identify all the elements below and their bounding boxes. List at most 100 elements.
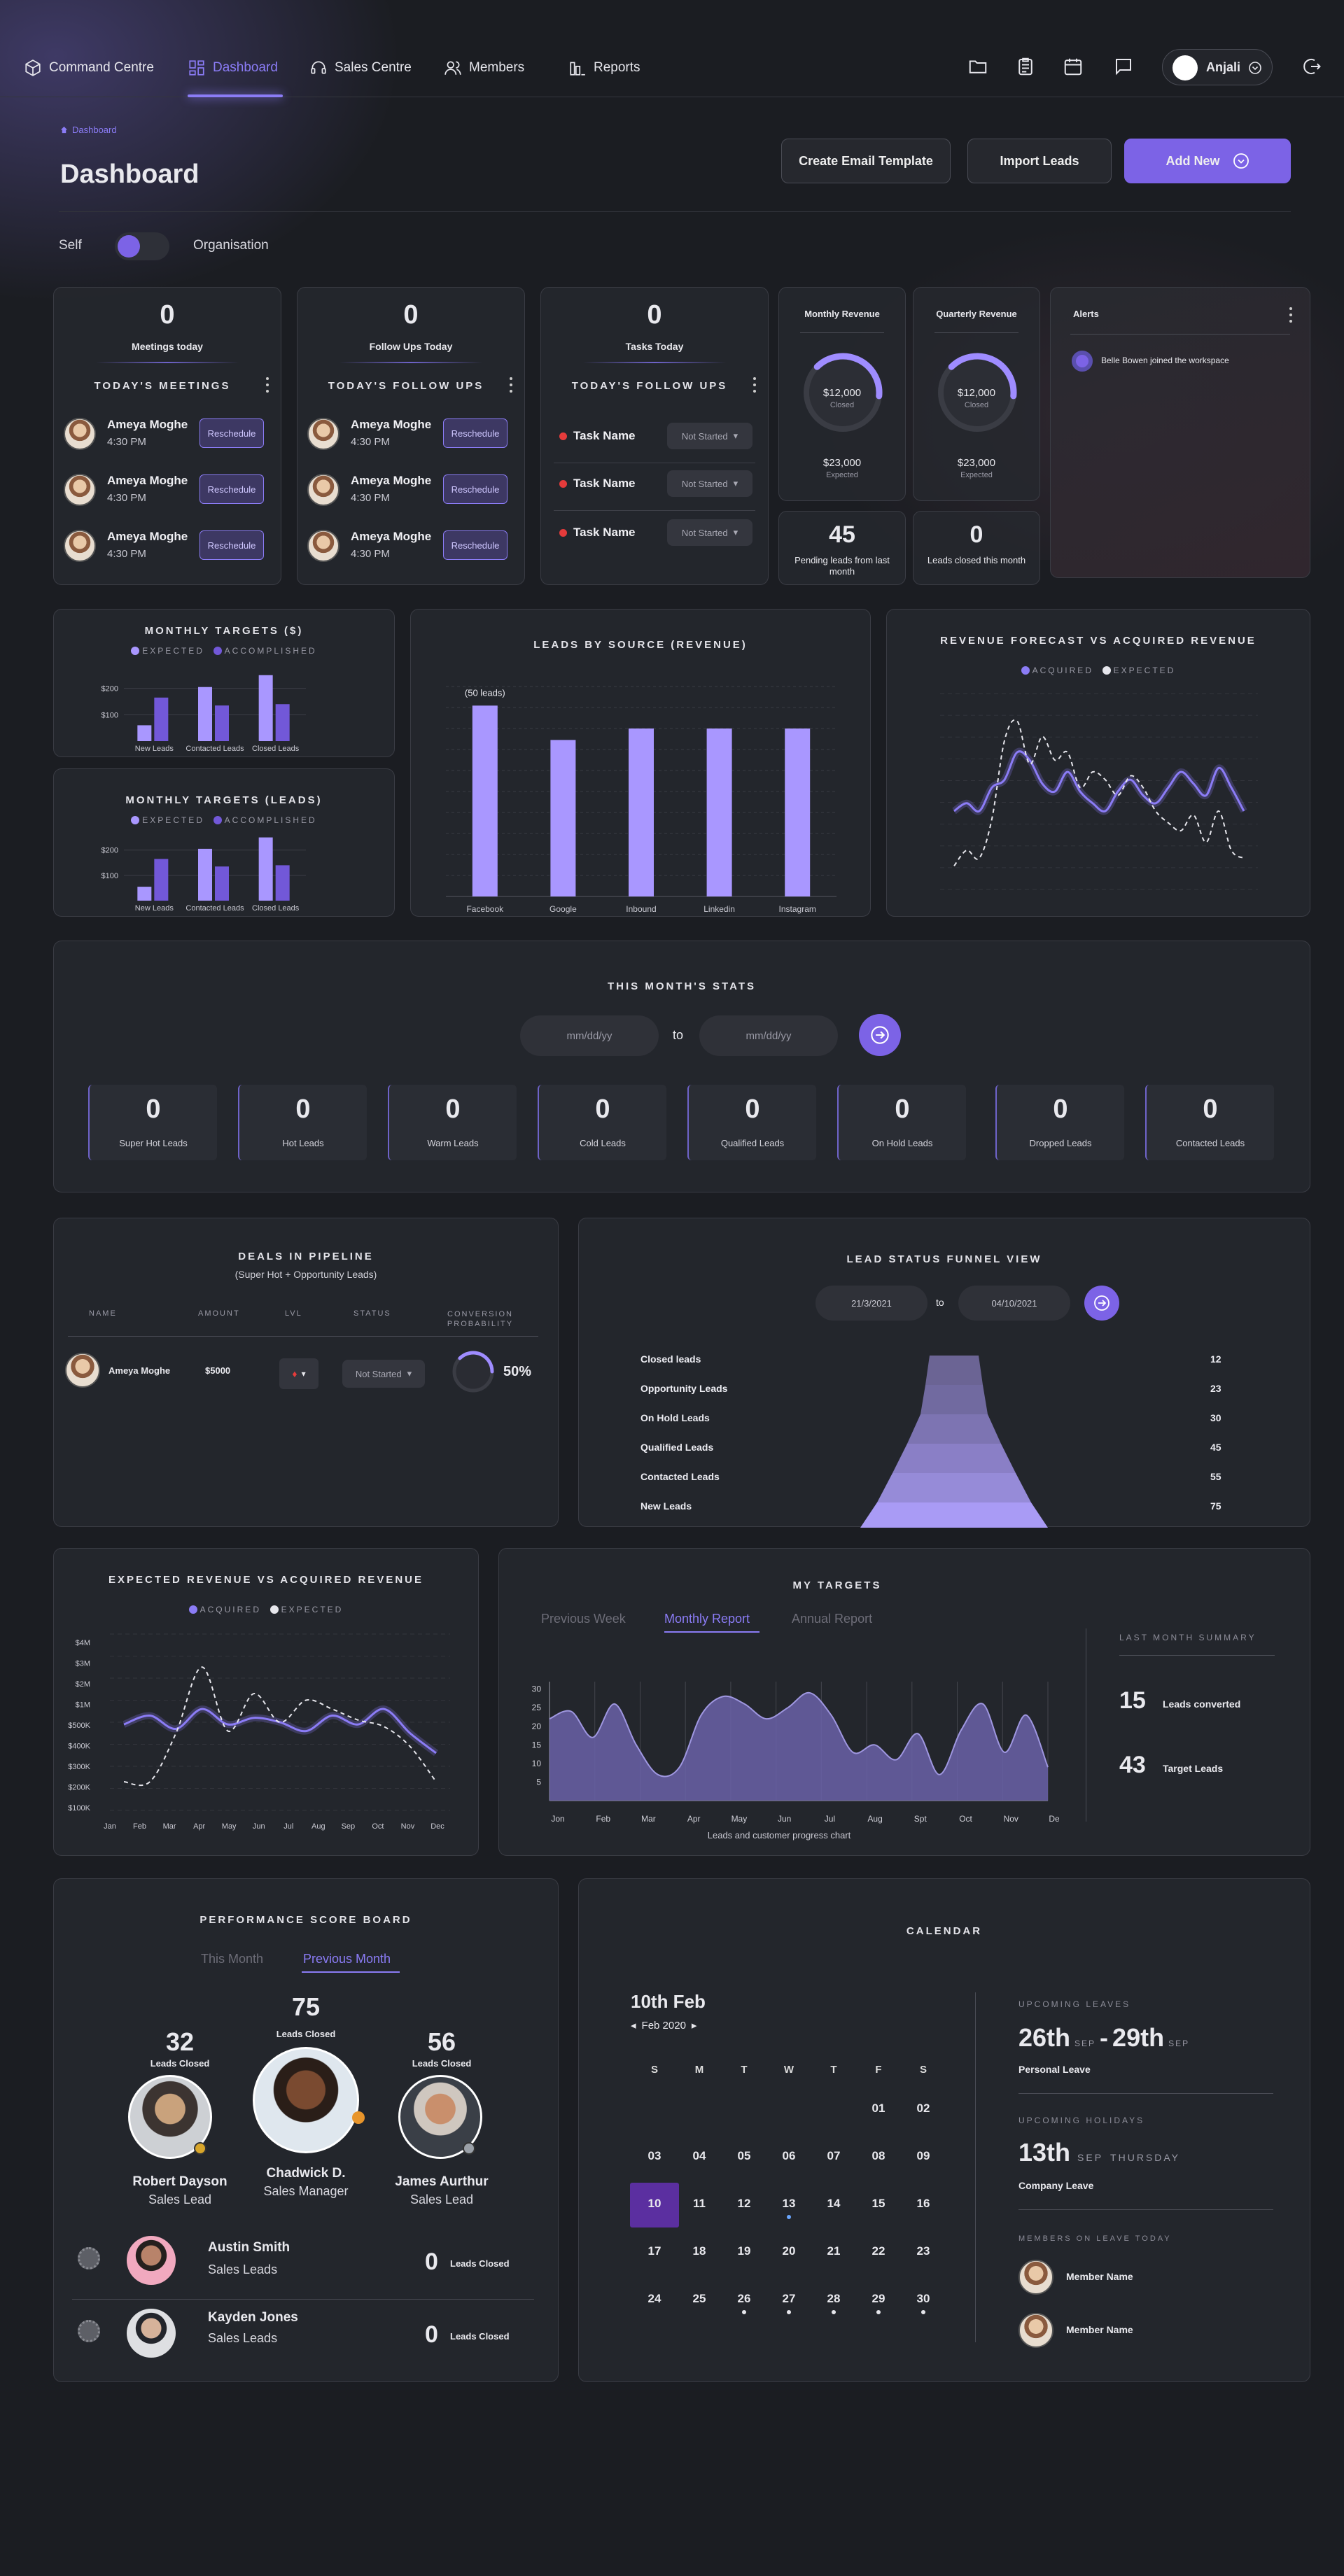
- stats-to-date-input[interactable]: mm/dd/yy: [699, 1015, 838, 1056]
- legend-swatch: [270, 1605, 279, 1614]
- calendar-day[interactable]: 06: [782, 2149, 796, 2162]
- tab-previous-week[interactable]: Previous Week: [541, 1612, 626, 1626]
- reschedule-button[interactable]: Reschedule: [200, 530, 264, 560]
- add-new-button[interactable]: Add New: [1124, 139, 1291, 183]
- stat-box[interactable]: 0 On Hold Leads: [837, 1085, 966, 1160]
- followup-item: Ameya Moghe 4:30 PM Reschedule: [298, 412, 524, 461]
- calendar-day[interactable]: 07: [827, 2149, 841, 2162]
- calendar-day[interactable]: 30: [916, 2292, 930, 2305]
- reschedule-button[interactable]: Reschedule: [200, 474, 264, 504]
- stat-box[interactable]: 0 Contacted Leads: [1145, 1085, 1274, 1160]
- funnel-to-date-input[interactable]: 04/10/2021: [958, 1286, 1070, 1321]
- task-status-dropdown[interactable]: Not Started ▾: [667, 470, 752, 497]
- toggle-label-organisation: Organisation: [193, 238, 269, 253]
- clipboard-button[interactable]: [1014, 55, 1037, 78]
- reschedule-button[interactable]: Reschedule: [443, 418, 507, 448]
- more-icon[interactable]: [752, 377, 757, 393]
- tab-annual-report[interactable]: Annual Report: [792, 1612, 873, 1626]
- tab-previous-month[interactable]: Previous Month: [303, 1952, 391, 1966]
- stat-box[interactable]: 0 Hot Leads: [238, 1085, 367, 1160]
- calendar-day[interactable]: 08: [872, 2149, 886, 2162]
- calendar-day[interactable]: 27: [782, 2292, 796, 2305]
- followup-item: Ameya Moghe 4:30 PM Reschedule: [298, 468, 524, 517]
- tab-this-month[interactable]: This Month: [201, 1952, 264, 1966]
- table-row[interactable]: Ameya Moghe $5000 ♦ ▾ Not Started ▾ 50%: [65, 1349, 541, 1395]
- calendar-day[interactable]: 01: [872, 2102, 886, 2115]
- nav-sales-centre[interactable]: Sales Centre: [309, 59, 412, 77]
- nav-reports[interactable]: Reports: [568, 59, 640, 77]
- stat-value: 0: [595, 1095, 610, 1124]
- calendar-day[interactable]: 26: [737, 2292, 751, 2305]
- list-item[interactable]: Kayden Jones Sales Leads 0 Leads Closed: [54, 2307, 544, 2377]
- calendar-day[interactable]: 13: [782, 2197, 796, 2210]
- task-status-dropdown[interactable]: Not Started ▾: [667, 423, 752, 449]
- more-icon[interactable]: [265, 377, 270, 393]
- nav-members[interactable]: Members: [444, 59, 524, 77]
- chat-button[interactable]: [1112, 55, 1135, 78]
- nav-dashboard[interactable]: Dashboard: [188, 59, 278, 77]
- reschedule-button[interactable]: Reschedule: [443, 474, 507, 504]
- funnel-chart: Closed leads 12 Opportunity Leads 23 On Hold…: [640, 1353, 1222, 1528]
- calendar-day[interactable]: 02: [916, 2102, 930, 2115]
- followup-person-name: Ameya Moghe: [351, 474, 432, 487]
- calendar-button[interactable]: [1061, 55, 1085, 78]
- stat-box[interactable]: 0 Super Hot Leads: [88, 1085, 217, 1160]
- calendar-day[interactable]: 10: [648, 2197, 662, 2210]
- weekday-label: W: [783, 2064, 794, 2076]
- area-line: [549, 1691, 1049, 1778]
- logout-button[interactable]: [1299, 55, 1323, 78]
- calendar-day[interactable]: 19: [737, 2244, 751, 2258]
- meeting-person-name: Ameya Moghe: [107, 418, 188, 431]
- stats-from-date-input[interactable]: mm/dd/yy: [520, 1015, 659, 1056]
- calendar-day[interactable]: 20: [782, 2244, 796, 2258]
- calendar-day[interactable]: 21: [827, 2244, 841, 2258]
- user-menu[interactable]: Anjali: [1162, 49, 1273, 85]
- monthly-closed-value: $12,000: [822, 387, 862, 399]
- calendar-day[interactable]: 18: [692, 2244, 706, 2258]
- level-dropdown[interactable]: ♦ ▾: [279, 1358, 318, 1389]
- calendar-day[interactable]: 29: [872, 2292, 886, 2305]
- breadcrumb[interactable]: Dashboard: [60, 125, 117, 135]
- deal-status-dropdown[interactable]: Not Started ▾: [342, 1360, 425, 1388]
- calendar-day[interactable]: 23: [916, 2244, 930, 2258]
- calendar-day[interactable]: 04: [692, 2149, 706, 2162]
- nav-command-centre[interactable]: Command Centre: [24, 59, 154, 77]
- calendar-day[interactable]: 17: [648, 2244, 662, 2258]
- next-month-icon[interactable]: ▸: [691, 2020, 697, 2032]
- calendar-day[interactable]: 22: [872, 2244, 886, 2258]
- calendar-day[interactable]: 28: [827, 2292, 841, 2305]
- prev-month-icon[interactable]: ◂: [631, 2020, 636, 2032]
- calendar-day[interactable]: 09: [916, 2149, 930, 2162]
- import-leads-button[interactable]: Import Leads: [967, 139, 1112, 183]
- calendar-day[interactable]: 11: [693, 2197, 706, 2210]
- followups-card: 0 Follow Ups Today TODAY'S FOLLOW UPS Am…: [297, 287, 525, 585]
- calendar-day[interactable]: 24: [648, 2292, 662, 2305]
- calendar-day[interactable]: 16: [916, 2197, 930, 2210]
- stat-box[interactable]: 0 Warm Leads: [388, 1085, 517, 1160]
- task-status-dropdown[interactable]: Not Started ▾: [667, 519, 752, 546]
- calendar-day[interactable]: 25: [692, 2292, 706, 2305]
- calendar-day[interactable]: 14: [827, 2197, 841, 2210]
- create-email-template-button[interactable]: Create Email Template: [781, 139, 951, 183]
- funnel-go-button[interactable]: [1084, 1286, 1119, 1321]
- calendar-day[interactable]: 12: [737, 2197, 751, 2210]
- stat-box[interactable]: 0 Dropped Leads: [995, 1085, 1124, 1160]
- y-tick-label: 20: [532, 1722, 542, 1731]
- stat-box[interactable]: 0 Qualified Leads: [687, 1085, 816, 1160]
- tab-monthly-report[interactable]: Monthly Report: [664, 1612, 750, 1626]
- more-icon[interactable]: [509, 377, 513, 393]
- reschedule-button[interactable]: Reschedule: [443, 530, 507, 560]
- more-icon[interactable]: [1289, 307, 1293, 323]
- calendar-day[interactable]: 03: [648, 2149, 662, 2162]
- calendar-day[interactable]: 15: [872, 2197, 886, 2210]
- list-item[interactable]: Austin Smith Sales Leads 0 Leads Closed: [54, 2229, 544, 2299]
- funnel-from-date-input[interactable]: 21/3/2021: [816, 1286, 927, 1321]
- calendar-day[interactable]: 05: [737, 2149, 751, 2162]
- reschedule-button[interactable]: Reschedule: [200, 418, 264, 448]
- month-switcher[interactable]: ◂ Feb 2020 ▸: [631, 2019, 697, 2032]
- self-organisation-toggle[interactable]: [115, 232, 169, 260]
- stats-go-button[interactable]: [859, 1014, 901, 1056]
- stat-box[interactable]: 0 Cold Leads: [538, 1085, 666, 1160]
- alert-text[interactable]: Belle Bowen joined the workspace: [1101, 356, 1229, 365]
- folder-button[interactable]: [966, 55, 990, 78]
